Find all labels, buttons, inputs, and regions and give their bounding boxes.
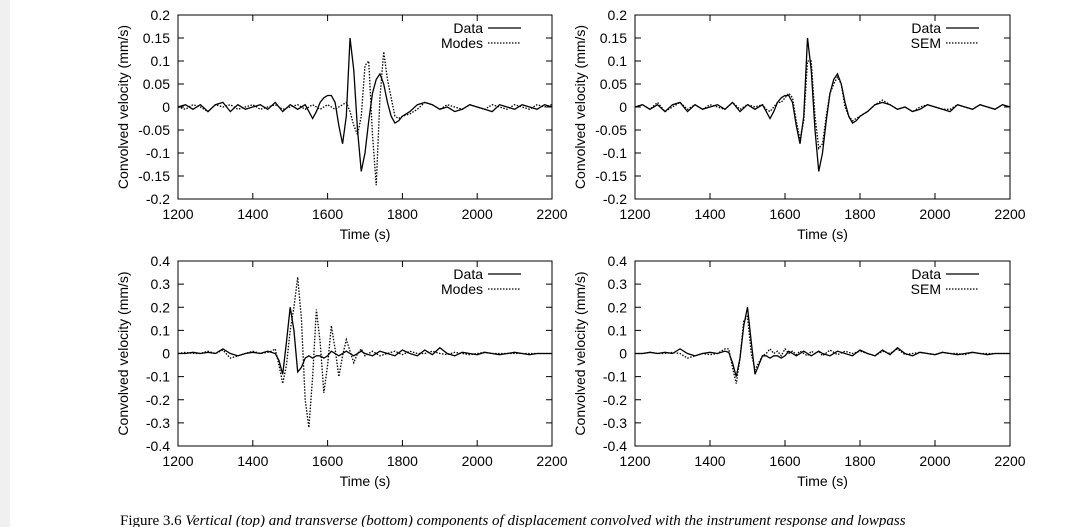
- x-tick-label: 1400: [237, 206, 268, 222]
- x-tick-label: 1400: [237, 453, 268, 469]
- y-tick-label: 0: [619, 346, 627, 362]
- x-tick-label: 2000: [462, 453, 493, 469]
- series-line: [177, 277, 552, 428]
- x-tick-label: 1600: [769, 453, 800, 469]
- x-tick-label: 1200: [619, 206, 650, 222]
- series-line: [635, 307, 1010, 377]
- y-tick-label: -0.05: [595, 122, 627, 138]
- y-tick-label: 0.1: [151, 322, 171, 338]
- x-axis-label: Time (s): [797, 226, 848, 242]
- y-tick-label: -0.1: [146, 369, 170, 385]
- x-tick-label: 2200: [536, 453, 567, 469]
- x-axis-label: Time (s): [797, 473, 848, 489]
- y-tick-label: 0: [162, 346, 170, 362]
- y-tick-label: 0.1: [608, 53, 628, 69]
- y-tick-label: 0.4: [608, 253, 628, 269]
- x-tick-label: 2000: [919, 453, 950, 469]
- y-tick-label: 0.15: [600, 30, 627, 46]
- caption-label: Figure 3.6: [120, 513, 182, 527]
- legend-label: SEM: [911, 35, 941, 51]
- y-tick-label: 0: [162, 99, 170, 115]
- y-tick-label: -0.05: [138, 122, 170, 138]
- y-tick-label: 0: [619, 99, 627, 115]
- y-tick-label: -0.15: [595, 168, 627, 184]
- legend-label: Data: [911, 20, 941, 36]
- y-tick-label: 0.2: [151, 7, 171, 23]
- x-tick-label: 1200: [162, 206, 193, 222]
- x-tick-label: 1800: [844, 206, 875, 222]
- y-axis-label: Convolved velocity (mm/s): [572, 25, 588, 189]
- legend-label: Data: [453, 266, 483, 282]
- x-tick-label: 2200: [994, 206, 1025, 222]
- y-axis-label: Convolved velocity (mm/s): [572, 271, 588, 435]
- y-tick-label: -0.2: [603, 191, 627, 207]
- y-tick-label: -0.15: [138, 168, 170, 184]
- y-tick-label: -0.1: [146, 145, 170, 161]
- y-tick-label: 0.2: [608, 299, 628, 315]
- y-tick-label: 0.05: [600, 76, 627, 92]
- side-strip: [0, 0, 10, 527]
- x-axis-label: Time (s): [340, 226, 391, 242]
- y-tick-label: 0.2: [608, 7, 628, 23]
- y-tick-label: -0.3: [603, 415, 627, 431]
- y-tick-label: 0.2: [151, 299, 171, 315]
- series-line: [177, 51, 553, 186]
- y-tick-label: 0.15: [143, 30, 170, 46]
- x-tick-label: 1400: [694, 453, 725, 469]
- x-tick-label: 1800: [844, 453, 875, 469]
- y-tick-label: 0.3: [151, 276, 171, 292]
- series-line: [177, 37, 553, 172]
- x-axis-label: Time (s): [340, 473, 391, 489]
- y-tick-label: 0.1: [608, 322, 628, 338]
- y-axis-label: Convolved velocity (mm/s): [115, 271, 131, 435]
- legend-label: SEM: [911, 281, 941, 297]
- legend-label: Modes: [441, 281, 483, 297]
- y-tick-label: -0.2: [146, 191, 170, 207]
- x-tick-label: 2200: [994, 453, 1025, 469]
- legend-label: Data: [911, 266, 941, 282]
- x-tick-label: 1200: [619, 453, 650, 469]
- x-tick-label: 1600: [769, 206, 800, 222]
- x-tick-label: 1200: [162, 453, 193, 469]
- legend-label: Data: [453, 20, 483, 36]
- y-tick-label: 0.05: [143, 76, 170, 92]
- y-tick-label: 0.1: [151, 53, 171, 69]
- y-tick-label: -0.1: [603, 369, 627, 385]
- x-tick-label: 1600: [312, 206, 343, 222]
- y-axis-label: Convolved velocity (mm/s): [115, 25, 131, 189]
- series-line: [178, 307, 552, 375]
- y-tick-label: -0.2: [146, 392, 170, 408]
- y-tick-label: -0.2: [603, 392, 627, 408]
- x-tick-label: 1800: [387, 206, 418, 222]
- y-tick-label: -0.1: [603, 145, 627, 161]
- y-tick-label: -0.3: [146, 415, 170, 431]
- x-tick-label: 2000: [919, 206, 950, 222]
- series-line: [634, 37, 1011, 172]
- x-tick-label: 1400: [694, 206, 725, 222]
- caption: Figure 3.6 Vertical (top) and transverse…: [120, 513, 906, 527]
- x-tick-label: 1800: [387, 453, 418, 469]
- x-tick-label: 1600: [312, 453, 343, 469]
- y-tick-label: 0.4: [151, 253, 171, 269]
- y-tick-label: -0.4: [603, 438, 627, 454]
- y-tick-label: -0.4: [146, 438, 170, 454]
- caption-text: Vertical (top) and transverse (bottom) c…: [185, 513, 905, 527]
- x-tick-label: 2200: [536, 206, 567, 222]
- legend-label: Modes: [441, 35, 483, 51]
- series-line: [634, 60, 1011, 151]
- series-line: [635, 314, 1010, 384]
- y-tick-label: 0.3: [608, 276, 628, 292]
- x-tick-label: 2000: [462, 206, 493, 222]
